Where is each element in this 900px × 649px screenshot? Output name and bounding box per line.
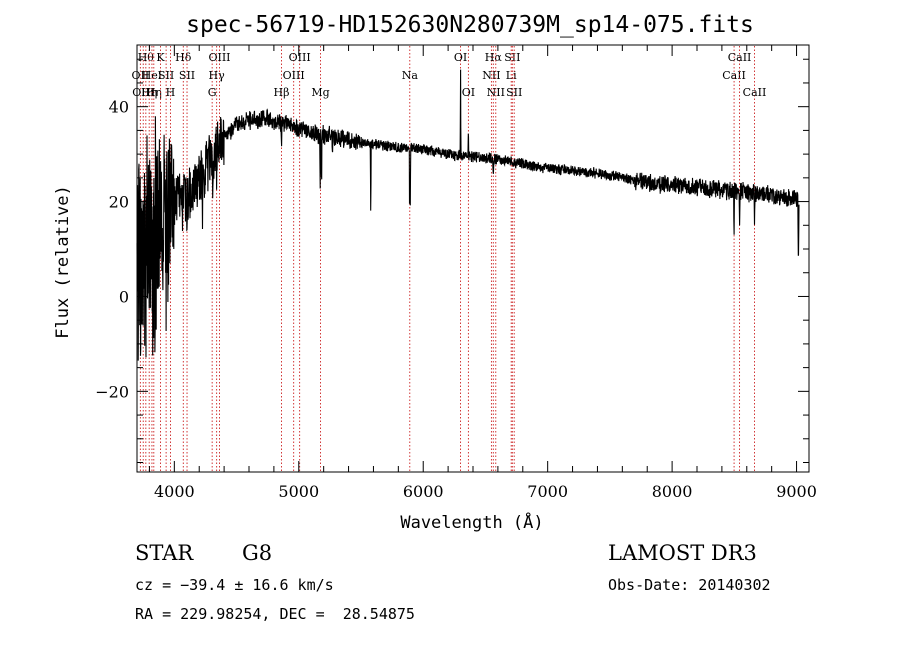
line-marker-label: NII xyxy=(487,86,505,99)
y-axis-ticks: −20 0 20 40 xyxy=(95,58,809,464)
line-marker-label: G xyxy=(208,86,217,99)
line-marker-label: HeI xyxy=(142,69,162,82)
line-marker-label: Hβ xyxy=(274,86,290,99)
line-marker-label: SII xyxy=(506,86,522,99)
line-marker-label: Mg xyxy=(311,86,329,99)
line-marker-label: Hα xyxy=(485,51,503,64)
line-marker-label: H xyxy=(166,86,176,99)
line-marker-label: OII xyxy=(132,69,150,82)
survey-name: LAMOST DR3 xyxy=(608,541,757,565)
plot-frame xyxy=(136,44,810,473)
y-axis-label: Flux (relative) xyxy=(53,185,73,339)
y-tick-label: 40 xyxy=(109,98,129,117)
x-tick-label: 7000 xyxy=(527,482,568,501)
line-marker-label: CaII xyxy=(728,51,752,64)
x-tick-label: 9000 xyxy=(776,482,817,501)
spectrum-line xyxy=(136,69,800,361)
x-tick-label: 8000 xyxy=(652,482,693,501)
info-panel: STAR G8 LAMOST DR3 cz = −39.4 ± 16.6 km/… xyxy=(135,541,771,623)
line-marker-label: Hθ xyxy=(138,51,155,64)
line-marker-label: OI xyxy=(462,86,475,99)
line-marker-label: SII xyxy=(504,51,520,64)
line-marker-label: Hγ xyxy=(209,69,226,82)
line-marker-label: Li xyxy=(506,69,517,82)
line-marker-label: OIII xyxy=(283,69,305,82)
x-axis-ticks: 4000 5000 6000 7000 8000 9000 xyxy=(148,45,817,501)
line-marker-label: Na xyxy=(402,69,419,82)
line-marker-label: SII xyxy=(179,69,195,82)
subclass: G8 xyxy=(242,541,272,565)
redshift-velocity: cz = −39.4 ± 16.6 km/s xyxy=(135,576,334,594)
observation-date: Obs-Date: 20140302 xyxy=(608,576,771,594)
coordinates: RA = 229.98254, DEC = 28.54875 xyxy=(135,605,415,623)
line-marker-label: Hη xyxy=(146,86,162,99)
line-marker-label: K xyxy=(156,51,165,64)
spectrum-layer xyxy=(136,69,800,361)
y-tick-label: 20 xyxy=(109,193,129,212)
x-axis-label: Wavelength (Å) xyxy=(400,511,543,533)
line-marker-label: OIII xyxy=(289,51,311,64)
line-marker-label: OIII xyxy=(208,51,230,64)
line-marker-label: CaII xyxy=(743,86,767,99)
y-tick-label: −20 xyxy=(95,382,129,401)
object-class: STAR xyxy=(135,541,194,565)
x-tick-label: 5000 xyxy=(278,482,319,501)
line-marker-label: SII xyxy=(158,69,174,82)
line-marker-label: Hδ xyxy=(175,51,192,64)
line-marker-label: NII xyxy=(482,69,500,82)
line-marker-label: CaII xyxy=(722,69,746,82)
x-tick-label: 4000 xyxy=(154,482,195,501)
x-tick-label: 6000 xyxy=(403,482,444,501)
chart-title: spec-56719-HD152630N280739M_sp14-075.fit… xyxy=(186,12,754,38)
y-tick-label: 0 xyxy=(119,287,129,306)
line-marker-label: OI xyxy=(454,51,467,64)
line-marker-label: OIII xyxy=(132,86,154,99)
line-markers: OIIOIIIHθHηHeIHηKSIIHHδSIIGHγOIIIHβOIIIO… xyxy=(132,46,767,471)
line-marker-label: Hη xyxy=(141,86,157,99)
